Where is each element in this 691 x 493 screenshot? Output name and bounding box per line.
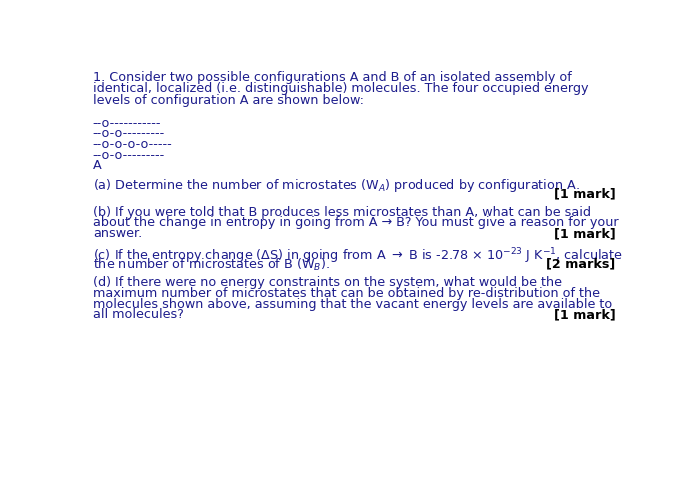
- Text: answer.: answer.: [93, 227, 142, 240]
- Text: [2 marks]: [2 marks]: [546, 257, 616, 270]
- Text: --o-o---------: --o-o---------: [93, 128, 165, 141]
- Text: 1. Consider two possible configurations A and B of an isolated assembly of: 1. Consider two possible configurations …: [93, 70, 571, 83]
- Text: (c) If the entropy change ($\Delta$S) in going from A $\rightarrow$ B is -2.78 $: (c) If the entropy change ($\Delta$S) in…: [93, 246, 623, 266]
- Text: [1 mark]: [1 mark]: [553, 227, 616, 240]
- Text: (a) Determine the number of microstates (W$_{A}$) produced by configuration A.: (a) Determine the number of microstates …: [93, 177, 580, 194]
- Text: --o-----------: --o-----------: [93, 117, 161, 130]
- Text: [1 mark]: [1 mark]: [553, 308, 616, 321]
- Text: the number of microstates of B (W$_{B}$).: the number of microstates of B (W$_{B}$)…: [93, 257, 330, 274]
- Text: levels of configuration A are shown below:: levels of configuration A are shown belo…: [93, 94, 363, 107]
- Text: maximum number of microstates that can be obtained by re-distribution of the: maximum number of microstates that can b…: [93, 287, 600, 300]
- Text: molecules shown above, assuming that the vacant energy levels are available to: molecules shown above, assuming that the…: [93, 298, 612, 311]
- Text: all molecules?: all molecules?: [93, 308, 184, 321]
- Text: [1 mark]: [1 mark]: [553, 187, 616, 201]
- Text: --o-o---------: --o-o---------: [93, 149, 165, 162]
- Text: --o-o-o-o-----: --o-o-o-o-----: [93, 138, 173, 151]
- Text: (d) If there were no energy constraints on the system, what would be the: (d) If there were no energy constraints …: [93, 276, 562, 289]
- Text: identical, localized (i.e. distinguishable) molecules. The four occupied energy: identical, localized (i.e. distinguishab…: [93, 82, 588, 95]
- Text: about the change in entropy in going from A → B? You must give a reason for your: about the change in entropy in going fro…: [93, 216, 618, 229]
- Text: (b) If you were told that B produces less microstates than A, what can be said: (b) If you were told that B produces les…: [93, 206, 591, 219]
- Text: A: A: [93, 159, 102, 173]
